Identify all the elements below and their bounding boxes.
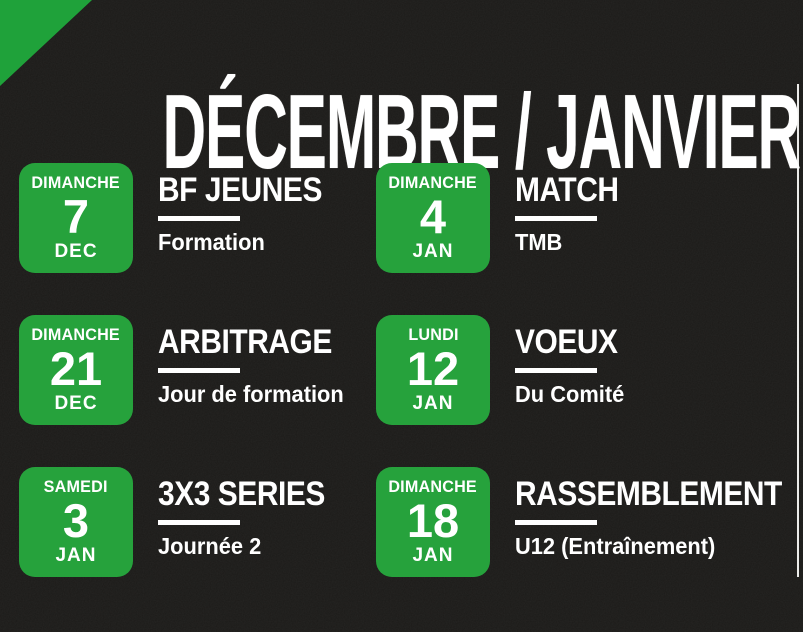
badge-month-label: JAN [412, 392, 454, 414]
right-edge-line-decoration [797, 84, 799, 577]
event-title: ARBITRAGE [158, 323, 332, 361]
title-underline-decoration [158, 216, 240, 221]
date-badge: DIMANCHE 18 JAN [376, 467, 490, 577]
date-badge: DIMANCHE 21 DEC [19, 315, 133, 425]
date-badge: SAMEDI 3 JAN [19, 467, 133, 577]
event-3x3-series: SAMEDI 3 JAN 3X3 SERIES Journée 2 [19, 467, 376, 577]
badge-date-number: 3 [62, 494, 90, 548]
event-text: MATCH TMB [515, 163, 633, 254]
badge-day-label: LUNDI [407, 325, 459, 345]
badge-day-label: DIMANCHE [31, 173, 121, 193]
event-title: 3X3 SERIES [158, 475, 325, 513]
event-text: VOEUX Du Comité [515, 315, 632, 406]
badge-day-label: DIMANCHE [388, 173, 478, 193]
badge-month-label: JAN [412, 544, 454, 566]
date-badge: DIMANCHE 4 JAN [376, 163, 490, 273]
event-match: DIMANCHE 4 JAN MATCH TMB [376, 163, 803, 273]
event-subtitle: Formation [158, 229, 265, 255]
event-subtitle: U12 (Entraînement) [515, 533, 716, 559]
event-bf-jeunes: DIMANCHE 7 DEC BF JEUNES Formation [19, 163, 376, 273]
date-badge: LUNDI 12 JAN [376, 315, 490, 425]
badge-month-label: JAN [412, 240, 454, 262]
badge-day-label: SAMEDI [44, 477, 108, 497]
event-subtitle: Journée 2 [158, 533, 262, 559]
event-subtitle: Jour de formation [158, 381, 344, 407]
badge-month-label: JAN [55, 544, 97, 566]
badge-date-number: 4 [419, 190, 447, 244]
badge-date-number: 18 [406, 494, 460, 548]
event-rassemblement: DIMANCHE 18 JAN RASSEMBLEMENT U12 (Entra… [376, 467, 803, 577]
badge-day-label: DIMANCHE [31, 325, 121, 345]
event-voeux: LUNDI 12 JAN VOEUX Du Comité [376, 315, 803, 425]
event-text: RASSEMBLEMENT U12 (Entraînement) [515, 467, 803, 558]
corner-triangle-decoration [0, 0, 92, 86]
event-title: BF JEUNES [158, 171, 322, 209]
title-underline-decoration [515, 368, 597, 373]
event-title: MATCH [515, 171, 619, 209]
event-text: ARBITRAGE Jour de formation [158, 315, 356, 406]
event-subtitle: TMB [515, 229, 563, 255]
event-title: RASSEMBLEMENT [515, 475, 782, 513]
badge-month-label: DEC [54, 240, 98, 262]
badge-month-label: DEC [54, 392, 98, 414]
event-subtitle: Du Comité [515, 381, 625, 407]
badge-date-number: 7 [62, 190, 90, 244]
title-underline-decoration [158, 368, 240, 373]
events-grid: DIMANCHE 7 DEC BF JEUNES Formation DIMAN… [19, 163, 789, 577]
title-underline-decoration [515, 520, 597, 525]
event-title: VOEUX [515, 323, 618, 361]
event-text: BF JEUNES Formation [158, 163, 344, 254]
badge-day-label: DIMANCHE [388, 477, 478, 497]
title-underline-decoration [515, 216, 597, 221]
event-text: 3X3 SERIES Journée 2 [158, 467, 348, 558]
badge-date-number: 21 [49, 342, 103, 396]
title-underline-decoration [158, 520, 240, 525]
badge-date-number: 12 [406, 342, 460, 396]
event-arbitrage: DIMANCHE 21 DEC ARBITRAGE Jour de format… [19, 315, 376, 425]
date-badge: DIMANCHE 7 DEC [19, 163, 133, 273]
